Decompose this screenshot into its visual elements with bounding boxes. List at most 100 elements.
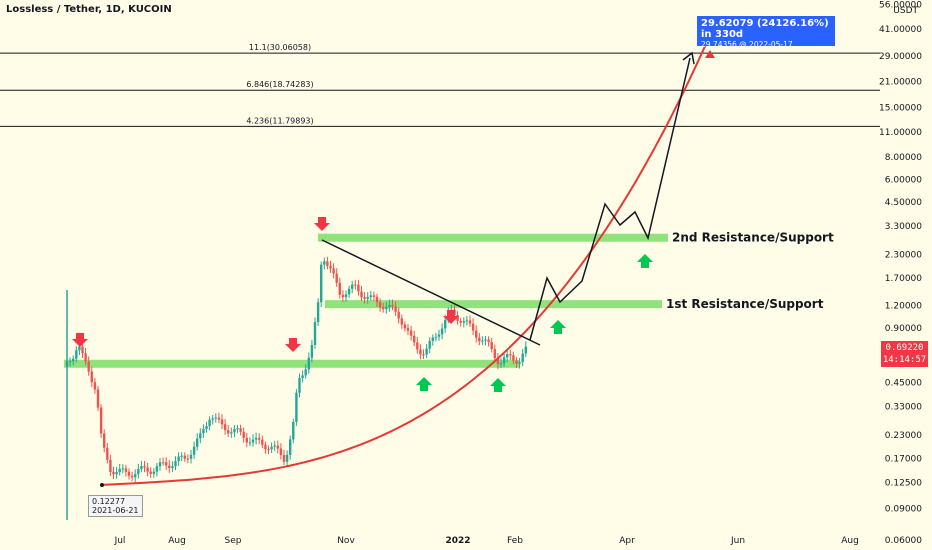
candle-body <box>366 297 369 300</box>
candle-body <box>413 335 416 343</box>
candle-body <box>335 273 338 283</box>
x-tick-label: Jun <box>730 536 745 546</box>
candle-body <box>341 294 345 298</box>
countdown: 14:14:57 <box>882 355 927 365</box>
candle-body <box>93 382 97 390</box>
up-arrow-icon <box>416 377 432 391</box>
zone-label: 1st Resistance/Support <box>666 297 824 311</box>
resistance-zone <box>318 233 668 242</box>
candle-body <box>440 328 444 335</box>
candle-body <box>90 371 93 383</box>
candle-body <box>400 318 403 325</box>
candle-body <box>351 284 354 289</box>
candle-body <box>372 295 376 297</box>
parabolic-curve <box>99 34 711 486</box>
candle-body <box>338 282 341 295</box>
y-tick-label: 2.30000 <box>885 251 922 261</box>
candle-body <box>84 353 87 362</box>
y-tick-label: 11.00000 <box>879 128 922 138</box>
candle-body <box>217 417 221 420</box>
candle-body <box>487 339 490 342</box>
candle-body <box>155 466 159 472</box>
candle-body <box>72 358 75 362</box>
candle-body <box>509 354 512 356</box>
projection-arrowhead <box>682 51 695 65</box>
candle-body <box>177 456 180 462</box>
x-tick-label: Aug <box>841 536 859 546</box>
y-tick-label: 0.90000 <box>885 324 922 334</box>
candle-body <box>388 304 391 307</box>
trendline <box>321 239 541 346</box>
candle-body <box>261 439 264 445</box>
candle-body <box>285 454 289 462</box>
candle-body <box>363 297 366 300</box>
candle-body <box>230 432 233 434</box>
candle-body <box>183 455 186 459</box>
candle-body <box>456 314 459 321</box>
candle-body <box>518 362 521 364</box>
candle-body <box>81 346 84 354</box>
y-tick-label: 0.33000 <box>885 403 922 413</box>
candle-body <box>143 466 146 468</box>
low-marker-badge: 0.12277 2021-06-21 <box>88 495 143 517</box>
candle-body <box>323 261 326 265</box>
candle-body <box>87 361 90 372</box>
candle-body <box>189 454 193 459</box>
zone-label: 2nd Resistance/Support <box>672 231 834 245</box>
candle-body <box>211 418 214 420</box>
candle-body <box>273 445 276 447</box>
candle-body <box>258 437 261 440</box>
candle-body <box>127 471 131 476</box>
candle-body <box>409 330 413 336</box>
candle-body <box>161 462 165 464</box>
candle-body <box>502 357 506 364</box>
candle-body <box>444 319 447 329</box>
projection-line2: 29.74356 @ 2022-05-17 <box>701 40 793 49</box>
candle-body <box>137 469 140 475</box>
x-tick-label: Aug <box>168 536 186 546</box>
candle-body <box>521 353 524 363</box>
y-tick-label: 1.70000 <box>885 274 922 284</box>
candle-body <box>220 419 224 425</box>
support-zone <box>64 359 520 368</box>
low-price: 0.12277 <box>92 497 126 506</box>
candle-body <box>354 284 357 286</box>
down-arrow-icon <box>72 333 88 347</box>
candle-body <box>434 336 438 338</box>
resistance-zone <box>325 300 662 309</box>
candle-body <box>196 438 199 447</box>
candle-body <box>140 466 143 470</box>
candle-body <box>385 306 388 310</box>
candle-body <box>251 439 255 443</box>
projection-line1: 29.62079 (24126.16%) in 330d <box>701 18 829 40</box>
candle-body <box>103 433 106 448</box>
candle-body <box>378 302 382 308</box>
fib-level-label: 11.1(30.06058) <box>249 43 311 52</box>
candle-body <box>496 358 500 365</box>
candle-body <box>484 339 487 341</box>
last-price-badge: 0.69220 14:14:57 <box>881 341 928 367</box>
candle-body <box>394 306 397 312</box>
candle-body <box>332 268 335 274</box>
candle-body <box>490 341 493 350</box>
candle-body <box>192 446 196 455</box>
x-tick-label: Apr <box>619 536 635 546</box>
candle-body <box>422 354 425 356</box>
candle-body <box>267 449 270 451</box>
x-tick-label: Feb <box>507 536 523 546</box>
candle-body <box>397 311 400 319</box>
candle-body <box>99 407 103 434</box>
candle-body <box>165 462 168 466</box>
candle-body <box>227 430 230 434</box>
candle-body <box>316 302 320 323</box>
y-tick-label: 3.30000 <box>885 222 922 232</box>
y-tick-label: 15.00000 <box>879 104 922 114</box>
candle-body <box>382 307 385 310</box>
candle-body <box>406 328 410 331</box>
candle-body <box>515 360 518 364</box>
candle-body <box>320 264 323 303</box>
candle-body <box>347 288 351 295</box>
y-tick-label: 0.23000 <box>885 431 922 441</box>
